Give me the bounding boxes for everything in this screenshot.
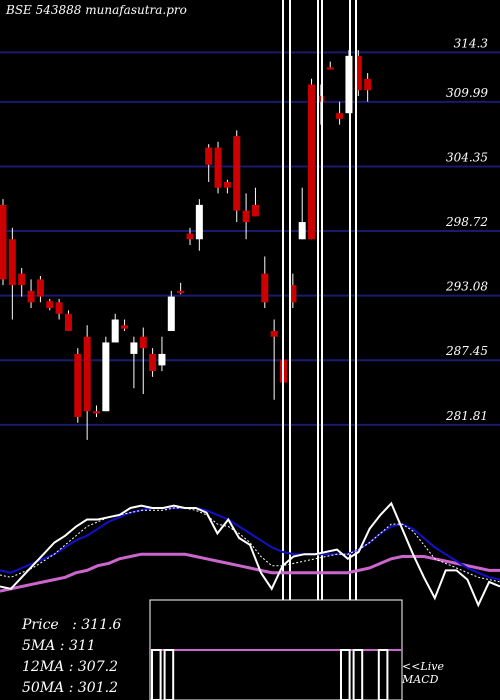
- ma50-label: 50MA: [22, 680, 65, 696]
- y-tick-label: 298.72: [445, 215, 488, 229]
- candle-down: [289, 285, 297, 303]
- candle-down: [214, 147, 222, 188]
- candle-down: [121, 325, 129, 329]
- candle-down: [83, 336, 91, 412]
- candle-down: [27, 290, 35, 303]
- candle-up: [102, 342, 110, 412]
- candle-down: [270, 330, 278, 337]
- macd-note: <<Live MACD: [402, 660, 444, 686]
- candle-down: [336, 113, 344, 119]
- candle-down: [354, 55, 362, 91]
- candle-up: [158, 353, 166, 366]
- candle-up: [195, 204, 203, 240]
- candle-down: [46, 301, 54, 309]
- candle-down: [223, 181, 231, 188]
- candle-down: [18, 273, 26, 286]
- macd-note-label: MACD: [402, 673, 439, 686]
- candle-down: [8, 239, 16, 286]
- candle-down: [261, 273, 269, 303]
- candle-down: [205, 147, 213, 165]
- price-row: Price : 311.6: [22, 617, 122, 633]
- ma5-row: 5MA : 311: [22, 638, 96, 654]
- candle-down: [317, 95, 325, 102]
- stats-panel: Price : 311.6 5MA : 311 12MA : 307.2 50M…: [22, 615, 121, 699]
- ma50-value: 301.2: [77, 680, 118, 696]
- candle-up: [111, 319, 119, 343]
- candle-down: [308, 84, 316, 240]
- macd-bar: [163, 649, 175, 700]
- ma5-label: 5MA: [22, 638, 56, 654]
- candle-down: [93, 411, 100, 414]
- candle-down: [233, 136, 241, 211]
- candle-up: [130, 342, 138, 354]
- macd-bar: [352, 649, 364, 700]
- candle-down: [242, 210, 250, 223]
- candle-down: [326, 67, 334, 70]
- y-tick-label: 304.35: [446, 150, 488, 164]
- candle-down: [74, 353, 82, 417]
- price-line: [0, 501, 500, 608]
- candle-down: [251, 204, 259, 217]
- macd-bar: [151, 649, 162, 700]
- candle-up: [298, 222, 306, 240]
- ma50-row: 50MA : 301.2: [22, 680, 118, 696]
- candle-down: [64, 313, 72, 331]
- candle-up: [345, 55, 353, 114]
- chart-title: BSE 543888 munafasutra.pro: [6, 3, 187, 17]
- y-tick-label: 287.45: [445, 344, 488, 358]
- ma-slow-line: [0, 552, 500, 593]
- candle-up: [167, 296, 175, 331]
- macd-bar: [340, 649, 351, 700]
- ma12-row: 12MA : 307.2: [22, 659, 118, 675]
- y-tick-label: 314.3: [454, 36, 489, 50]
- macd-bar: [377, 649, 389, 700]
- candle-down: [149, 353, 157, 372]
- candle-down: [364, 78, 372, 91]
- price-label: Price: [22, 617, 59, 633]
- macd-note-live: <<Live: [402, 660, 444, 673]
- candle-down: [139, 336, 147, 349]
- candle-down: [55, 302, 63, 314]
- y-tick-label: 293.08: [445, 280, 488, 294]
- y-tick-label: 309.99: [446, 86, 488, 100]
- candle-down: [177, 290, 185, 294]
- candle-down: [186, 233, 194, 240]
- ma12-value: 307.2: [77, 659, 118, 675]
- candle-down: [0, 204, 7, 280]
- price-value: 311.6: [81, 617, 122, 633]
- y-tick-label: 281.81: [445, 409, 488, 423]
- ma5-value: 311: [68, 638, 96, 654]
- candle-down: [36, 279, 44, 297]
- ma12-label: 12MA: [22, 659, 65, 675]
- ma-fast-line: [0, 507, 500, 581]
